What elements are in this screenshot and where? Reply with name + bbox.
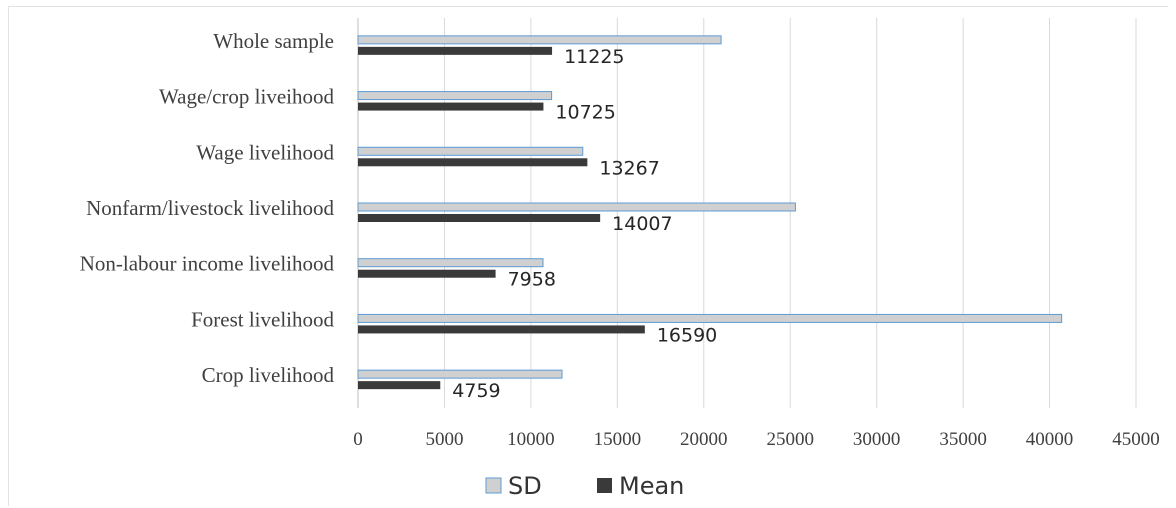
category-label: Forest livelihood	[191, 307, 334, 331]
sd-bar	[357, 202, 796, 212]
mean-bar	[358, 102, 544, 111]
legend: SD Mean	[485, 472, 684, 500]
labels: 0 5000 10000 15000 20000 25000 30000 35000 40000…	[80, 29, 1160, 450]
category-label: Crop livelihood	[202, 363, 335, 387]
x-tick-label: 10000	[507, 429, 555, 450]
data-label: 14007	[612, 213, 672, 235]
sd-bar	[357, 146, 584, 156]
mean-bar	[358, 381, 441, 390]
x-tick-label: 35000	[939, 429, 987, 450]
data-label: 13267	[599, 157, 659, 179]
category-label: Non-labour income livelihood	[80, 252, 335, 276]
data-label: 10725	[555, 102, 615, 124]
sd-bar	[357, 258, 544, 268]
sd-bar	[357, 313, 1063, 323]
data-label: 11225	[564, 46, 624, 68]
x-tick-label: 45000	[1112, 429, 1160, 450]
mean-bar	[358, 46, 553, 55]
category-label: Whole sample	[213, 29, 334, 53]
bars	[357, 35, 1063, 390]
legend-swatch-mean	[597, 478, 612, 493]
mean-bar	[358, 158, 588, 167]
x-tick-label: 25000	[766, 429, 814, 450]
x-tick-label: 5000	[425, 429, 463, 450]
mean-bar	[358, 214, 601, 222]
sd-bar	[357, 369, 563, 379]
x-tick-label: 15000	[594, 429, 642, 450]
legend-swatch-sd	[485, 477, 502, 494]
x-tick-label: 0	[353, 429, 363, 450]
mean-bar	[358, 269, 496, 278]
x-tick-label: 30000	[853, 429, 901, 450]
legend-label-sd: SD	[508, 472, 542, 500]
category-label: Nonfarm/livestock livelihood	[86, 196, 334, 220]
legend-label-mean: Mean	[619, 472, 684, 500]
sd-bar	[357, 35, 722, 45]
sd-bar	[357, 91, 553, 101]
category-label: Wage/crop liveihood	[159, 85, 335, 109]
x-tick-label: 20000	[680, 429, 728, 450]
data-label: 7958	[508, 269, 556, 291]
chart-frame	[8, 6, 1168, 506]
x-tick-label: 40000	[1026, 429, 1074, 450]
gridlines	[357, 18, 1137, 408]
mean-bar	[358, 325, 645, 334]
category-label: Wage livelihood	[196, 140, 334, 164]
data-label: 16590	[657, 324, 717, 346]
data-label: 4759	[452, 380, 500, 402]
